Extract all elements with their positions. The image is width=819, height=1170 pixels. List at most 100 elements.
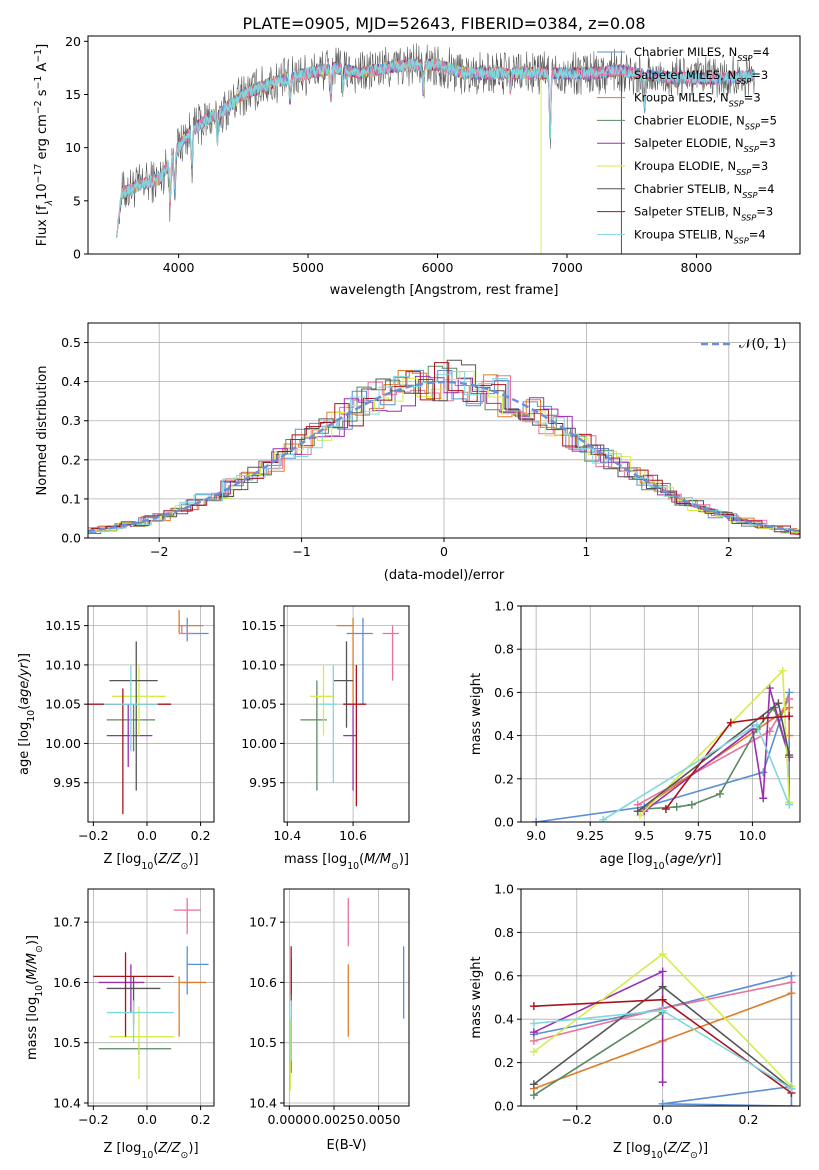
weight-marker	[658, 1099, 667, 1106]
plot-area	[88, 359, 800, 536]
legend-label: Chabrier MILES, NSSP=4	[634, 45, 769, 63]
y-tick-label: 10.4	[249, 1095, 277, 1110]
legend-label: Salpeter MILES, NSSP=3	[634, 68, 768, 86]
normal-curve	[88, 380, 800, 533]
x-tick-label: 0.2	[739, 1112, 759, 1127]
weight-marker	[774, 699, 783, 708]
y-tick-label: 10.10	[241, 657, 277, 672]
y-tick-label: 0.2	[494, 771, 514, 786]
plot-mass-vs-Z: −0.2 0.0 0.2 10.4 10.5 10.6 10.7 Z [log10(Z/Z⊙)…	[25, 888, 215, 1161]
weight-marker	[785, 712, 794, 721]
plot-area	[300, 617, 400, 807]
x-tick-label: 10.0	[738, 828, 766, 843]
axes-frame	[283, 605, 410, 823]
y-tick-label: 9.95	[53, 775, 81, 790]
y-tick-label: 0.8	[494, 642, 514, 657]
x-tick-label: 0.0	[653, 1112, 673, 1127]
histogram-kroupa-elodie	[88, 371, 800, 533]
y-tick-label: 1.0	[494, 882, 514, 897]
plot-area	[88, 609, 209, 815]
x-tick-label: 9.25	[576, 828, 604, 843]
weight-marker	[785, 703, 794, 712]
weight-marker	[635, 811, 644, 820]
y-tick-label: 10.15	[45, 618, 81, 633]
legend-label: Salpeter STELIB, NSSP=3	[634, 205, 773, 223]
y-tick-label: 10.7	[249, 915, 277, 930]
weight-marker	[658, 1078, 667, 1087]
weight-marker	[529, 1036, 538, 1045]
plot-mass-vs-EBV: 0.0000 0.0025 0.0050 10.4 10.5 10.6 10.7 E(B-V)	[249, 888, 410, 1153]
plot-spectrum: 4000 5000 6000 7000 8000 0 5 10 15 20 wavelength […	[33, 34, 801, 298]
x-tick-label: 1	[582, 544, 590, 559]
weight-marker	[658, 982, 667, 991]
y-tick-label: 0.8	[494, 925, 514, 940]
x-tick-label: 9.0	[526, 828, 546, 843]
y-tick-label: 10.5	[249, 1035, 277, 1050]
y-tick-label: 0.6	[494, 968, 514, 983]
weight-marker	[715, 789, 724, 798]
x-tick-label: 0.0	[137, 1112, 157, 1127]
y-tick-label: 0	[73, 247, 81, 262]
weight-marker	[787, 978, 796, 987]
x-tick-label: −0.2	[78, 1112, 108, 1127]
histogram-salpeter-stelib	[88, 362, 800, 535]
weight-marker	[726, 718, 735, 727]
y-tick-label: 10.10	[45, 657, 81, 672]
weight-marker	[785, 694, 794, 703]
y-axis-label: mass weight	[469, 673, 484, 755]
x-tick-label: −2	[150, 544, 168, 559]
y-tick-label: 1.0	[494, 599, 514, 614]
x-tick-label: 0.0025	[312, 1112, 356, 1127]
plot-residuals: −2 −1 0 1 2 0.0 0.1 0.2 0.3 0.4 0.5 (data-model)/er…	[35, 322, 801, 583]
plot-area	[529, 950, 796, 1106]
x-axis-label: mass [log10(M/M⊙)]	[284, 852, 409, 872]
x-tick-label: −1	[292, 544, 310, 559]
y-tick-label: 10.15	[241, 618, 277, 633]
plot-age-vs-Z: −0.2 0.0 0.2 9.95 10.00 10.05 10.10 10.15 Z [log…	[17, 605, 215, 872]
axes-frame	[520, 888, 801, 1107]
x-tick-label: 0.2	[191, 828, 211, 843]
weight-marker	[658, 995, 667, 1004]
weight-marker	[529, 1091, 538, 1100]
axes-frame	[87, 605, 215, 823]
y-tick-label: 10.6	[53, 975, 81, 990]
x-tick-label: 0	[440, 544, 448, 559]
weight-marker	[785, 751, 794, 760]
y-tick-label: 0.4	[61, 374, 81, 389]
axes-frame	[283, 888, 410, 1107]
weight-marker	[672, 802, 681, 811]
weight-line	[533, 1012, 664, 1096]
y-tick-label: 10.6	[249, 975, 277, 990]
y-tick-label: 0.2	[61, 452, 81, 467]
y-tick-label: 0.0	[494, 1099, 514, 1114]
y-tick-label: 10.05	[45, 697, 81, 712]
y-tick-label: 0.5	[61, 335, 81, 350]
legend-label: Chabrier STELIB, NSSP=4	[634, 182, 774, 200]
y-tick-label: 10.7	[53, 915, 81, 930]
weight-marker	[529, 1002, 538, 1011]
weight-marker	[787, 1084, 796, 1093]
figure-title: PLATE=0905, MJD=52643, FIBERID=0384, z=0…	[242, 14, 645, 33]
weight-marker	[752, 720, 761, 729]
axes-frame	[87, 35, 801, 255]
y-axis-label: mass weight	[469, 956, 484, 1038]
x-tick-label: −0.2	[78, 828, 108, 843]
weight-line	[665, 715, 790, 810]
legend: Chabrier MILES, NSSP=4 Salpeter MILES, NS…	[597, 45, 777, 245]
weight-marker	[633, 807, 642, 816]
weight-marker	[529, 1047, 538, 1056]
spectrum-line-kroupa-stelib	[116, 57, 755, 239]
plot-massweight-vs-age: 9.0 9.25 9.5 9.75 10.0 0.0 0.2 0.4 0.6 0.8 1.0 age …	[469, 599, 801, 872]
weight-marker	[759, 714, 768, 723]
y-tick-label: 0.4	[494, 728, 514, 743]
y-tick-label: 0.4	[494, 1012, 514, 1027]
y-tick-label: 9.95	[249, 775, 277, 790]
plot-area	[289, 898, 405, 1091]
x-tick-label: 8000	[681, 260, 713, 275]
histogram-kroupa-stelib	[88, 371, 800, 533]
plot-area	[532, 666, 794, 822]
y-tick-label: 0.0	[61, 531, 81, 546]
x-axis-label: Z [log10(Z/Z⊙)]	[613, 1141, 708, 1161]
x-axis-label: E(B-V)	[326, 1138, 366, 1153]
histogram-salpeter-miles	[88, 375, 800, 536]
